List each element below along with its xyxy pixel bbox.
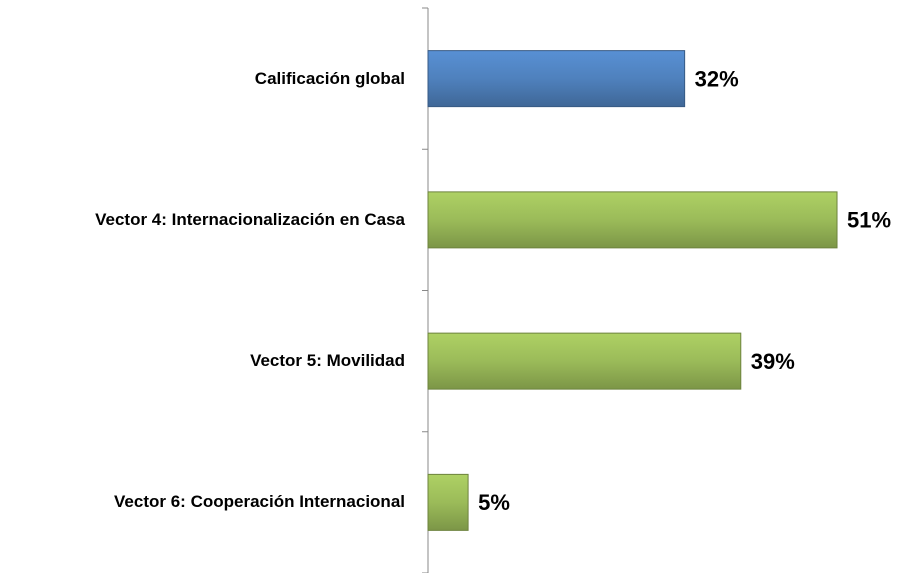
category-label-box: Vector 5: Movilidad [5,348,405,374]
data-label: 39% [751,349,795,374]
data-label: 51% [847,208,891,233]
category-label-box: Calificación global [5,66,405,92]
category-label: Vector 6: Cooperación Internacional [114,492,405,512]
data-label: 5% [478,490,510,515]
bar [427,332,742,390]
category-label: Vector 4: Internacionalización en Casa [95,209,405,229]
bar [427,191,838,249]
category-label: Calificación global [254,68,405,88]
bar [427,473,469,531]
category-label: Vector 5: Movilidad [250,351,405,371]
bar [427,50,686,108]
category-label-box: Vector 4: Internacionalización en Casa [5,207,405,233]
data-label: 32% [695,66,739,91]
category-label-box: Vector 6: Cooperación Internacional [5,489,405,515]
